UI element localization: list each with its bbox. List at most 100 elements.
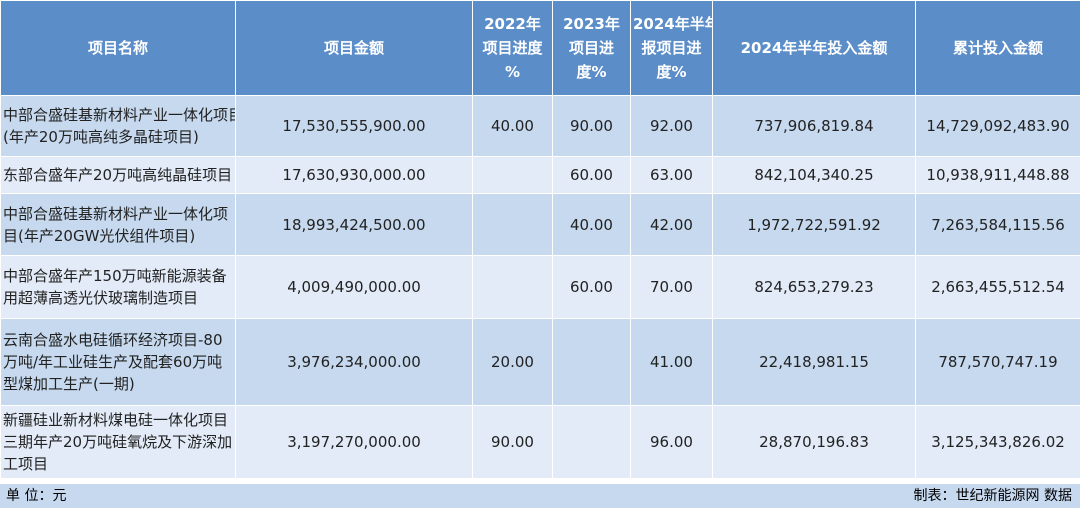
cell-text: 4,009,490,000.00 xyxy=(287,278,421,296)
value-cell xyxy=(472,156,553,194)
text-line: 项目名称 xyxy=(87,39,148,57)
cell-text: 17,530,555,900.00 xyxy=(282,117,426,135)
text-line: 型煤加工生产(一期) xyxy=(3,375,135,393)
text-line: % xyxy=(504,63,521,81)
cell-text: 28,870,196.83 xyxy=(759,433,869,451)
project-name-cell: 云南合盛水电硅循环经济项目-80 万吨/年工业硅生产及配套60万吨 型煤加工生产(一… xyxy=(0,318,236,406)
header-cell: 累计投入金额 xyxy=(915,0,1080,96)
table-row: 中部合盛硅基新材料产业一体化项 目(年产20GW光伏组件项目) 18,993,424… xyxy=(0,193,1080,256)
cell-text: 60.00 xyxy=(570,166,613,184)
text-line: 中部合盛硅基新材料产业一体化项目 xyxy=(3,106,236,124)
cell-text: 92.00 xyxy=(650,117,693,135)
cell-text: 20.00 xyxy=(491,353,534,371)
value-cell: 40.00 xyxy=(472,95,553,157)
cell-text: 63.00 xyxy=(650,166,693,184)
value-cell xyxy=(552,318,631,406)
project-name-cell: 新疆硅业新材料煤电硅一体化项目 三期年产20万吨硅氧烷及下游深加 工项目 xyxy=(0,405,236,479)
value-cell: 787,570,747.19 xyxy=(915,318,1080,406)
text-line: 东部合盛年产20万吨高纯晶硅项目 xyxy=(3,166,233,184)
header-cell: 2024年半年 报项目进度% xyxy=(630,0,713,96)
text-line: (年产20万吨高纯多晶硅项目) xyxy=(3,128,199,146)
cell-text: 10,938,911,448.88 xyxy=(926,166,1070,184)
header-cell: 2023年项目进度% xyxy=(552,0,631,96)
header-cell: 2022年项目进度% xyxy=(472,0,553,96)
value-cell: 60.00 xyxy=(552,156,631,194)
text-line: 度% xyxy=(656,63,687,81)
header-cell: 项目名称 xyxy=(0,0,236,96)
cell-text: 14,729,092,483.90 xyxy=(926,117,1070,135)
value-cell: 17,630,930,000.00 xyxy=(235,156,473,194)
project-name-cell: 中部合盛硅基新材料产业一体化项目 (年产20万吨高纯多晶硅项目) xyxy=(0,95,236,157)
text-line: 报项目进 xyxy=(641,39,702,57)
value-cell: 842,104,340.25 xyxy=(712,156,916,194)
value-cell: 4,009,490,000.00 xyxy=(235,255,473,319)
cell-text: 1,972,722,591.92 xyxy=(747,215,881,234)
value-cell: 63.00 xyxy=(630,156,713,194)
value-cell: 42.00 xyxy=(630,193,713,256)
table-row: 新疆硅业新材料煤电硅一体化项目 三期年产20万吨硅氧烷及下游深加 工项目 3,197,… xyxy=(0,405,1080,479)
project-name-cell: 东部合盛年产20万吨高纯晶硅项目 xyxy=(0,156,236,194)
cell-text: 22,418,981.15 xyxy=(759,353,869,371)
text-line: 项目进 xyxy=(568,39,614,57)
value-cell: 1,972,722,591.92 xyxy=(712,193,916,256)
value-cell: 7,263,584,115.56 xyxy=(915,193,1080,256)
value-cell: 20.00 xyxy=(472,318,553,406)
cell-text: 90.00 xyxy=(570,117,613,135)
text-line: 中部合盛硅基新材料产业一体化项 xyxy=(3,204,229,223)
value-cell: 92.00 xyxy=(630,95,713,157)
value-cell: 70.00 xyxy=(630,255,713,319)
value-cell: 90.00 xyxy=(472,405,553,479)
value-cell: 40.00 xyxy=(552,193,631,256)
value-cell: 17,530,555,900.00 xyxy=(235,95,473,157)
text-line: 目(年产20GW光伏组件项目) xyxy=(3,226,196,245)
text-line: 万吨/年工业硅生产及配套60万吨 xyxy=(3,353,223,371)
value-cell: 10,938,911,448.88 xyxy=(915,156,1080,194)
cell-text: 7,263,584,115.56 xyxy=(931,215,1065,234)
text-line: 中部合盛年产150万吨新能源装备 xyxy=(3,267,227,285)
value-cell: 22,418,981.15 xyxy=(712,318,916,406)
value-cell: 3,197,270,000.00 xyxy=(235,405,473,479)
table-row: 东部合盛年产20万吨高纯晶硅项目 17,630,930,000.00 60.00 63… xyxy=(0,156,1080,194)
header-cell: 2024年半年投入金额 xyxy=(712,0,916,96)
table-row: 中部合盛硅基新材料产业一体化项目 (年产20万吨高纯多晶硅项目) 17,530,55… xyxy=(0,95,1080,157)
value-cell xyxy=(472,255,553,319)
text-line: 2024年半年 xyxy=(633,15,713,33)
value-cell: 18,993,424,500.00 xyxy=(235,193,473,256)
cell-text: 2,663,455,512.54 xyxy=(931,278,1065,296)
data-table: 项目名称 项目金额 2022年 项目进度% 2023年 项目进 度% 2024年半年 报项目进度… xyxy=(0,0,1080,479)
cell-text: 787,570,747.19 xyxy=(938,353,1058,371)
value-cell: 90.00 xyxy=(552,95,631,157)
cell-text: 17,630,930,000.00 xyxy=(282,166,426,184)
text-line: 项目金额 xyxy=(323,39,384,57)
value-cell: 28,870,196.83 xyxy=(712,405,916,479)
text-line: 度% xyxy=(576,63,607,81)
cell-text: 18,993,424,500.00 xyxy=(282,215,426,234)
value-cell: 96.00 xyxy=(630,405,713,479)
value-cell: 737,906,819.84 xyxy=(712,95,916,157)
cell-text: 842,104,340.25 xyxy=(754,166,874,184)
cell-text: 42.00 xyxy=(650,215,693,234)
value-cell: 14,729,092,483.90 xyxy=(915,95,1080,157)
text-line: 2023年 xyxy=(563,15,620,33)
value-cell xyxy=(552,405,631,479)
unit-note: 单 位：元 xyxy=(6,488,67,504)
text-line: 项目进度 xyxy=(482,39,543,57)
source-note: 制表：世纪新能源网 数据 xyxy=(913,488,1072,504)
cell-text: 40.00 xyxy=(491,117,534,135)
text-line: 2022年 xyxy=(484,15,541,33)
text-line: 累计投入金额 xyxy=(952,39,1043,57)
text-line: 用超薄高透光伏玻璃制造项目 xyxy=(3,289,199,307)
value-cell: 2,663,455,512.54 xyxy=(915,255,1080,319)
cell-text: 3,976,234,000.00 xyxy=(287,353,421,371)
cell-text: 96.00 xyxy=(650,433,693,451)
text-line: 工项目 xyxy=(3,455,49,473)
text-line: 云南合盛水电硅循环经济项目-80 xyxy=(3,331,223,349)
value-cell xyxy=(472,193,553,256)
table-row: 云南合盛水电硅循环经济项目-80 万吨/年工业硅生产及配套60万吨 型煤加工生产(一… xyxy=(0,318,1080,406)
value-cell: 824,653,279.23 xyxy=(712,255,916,319)
cell-text: 40.00 xyxy=(570,215,613,234)
footer: 单 位：元 制表：世纪新能源网 数据 xyxy=(0,484,1080,508)
text-line: 三期年产20万吨硅氧烷及下游深加 xyxy=(3,433,233,451)
value-cell: 3,125,343,826.02 xyxy=(915,405,1080,479)
